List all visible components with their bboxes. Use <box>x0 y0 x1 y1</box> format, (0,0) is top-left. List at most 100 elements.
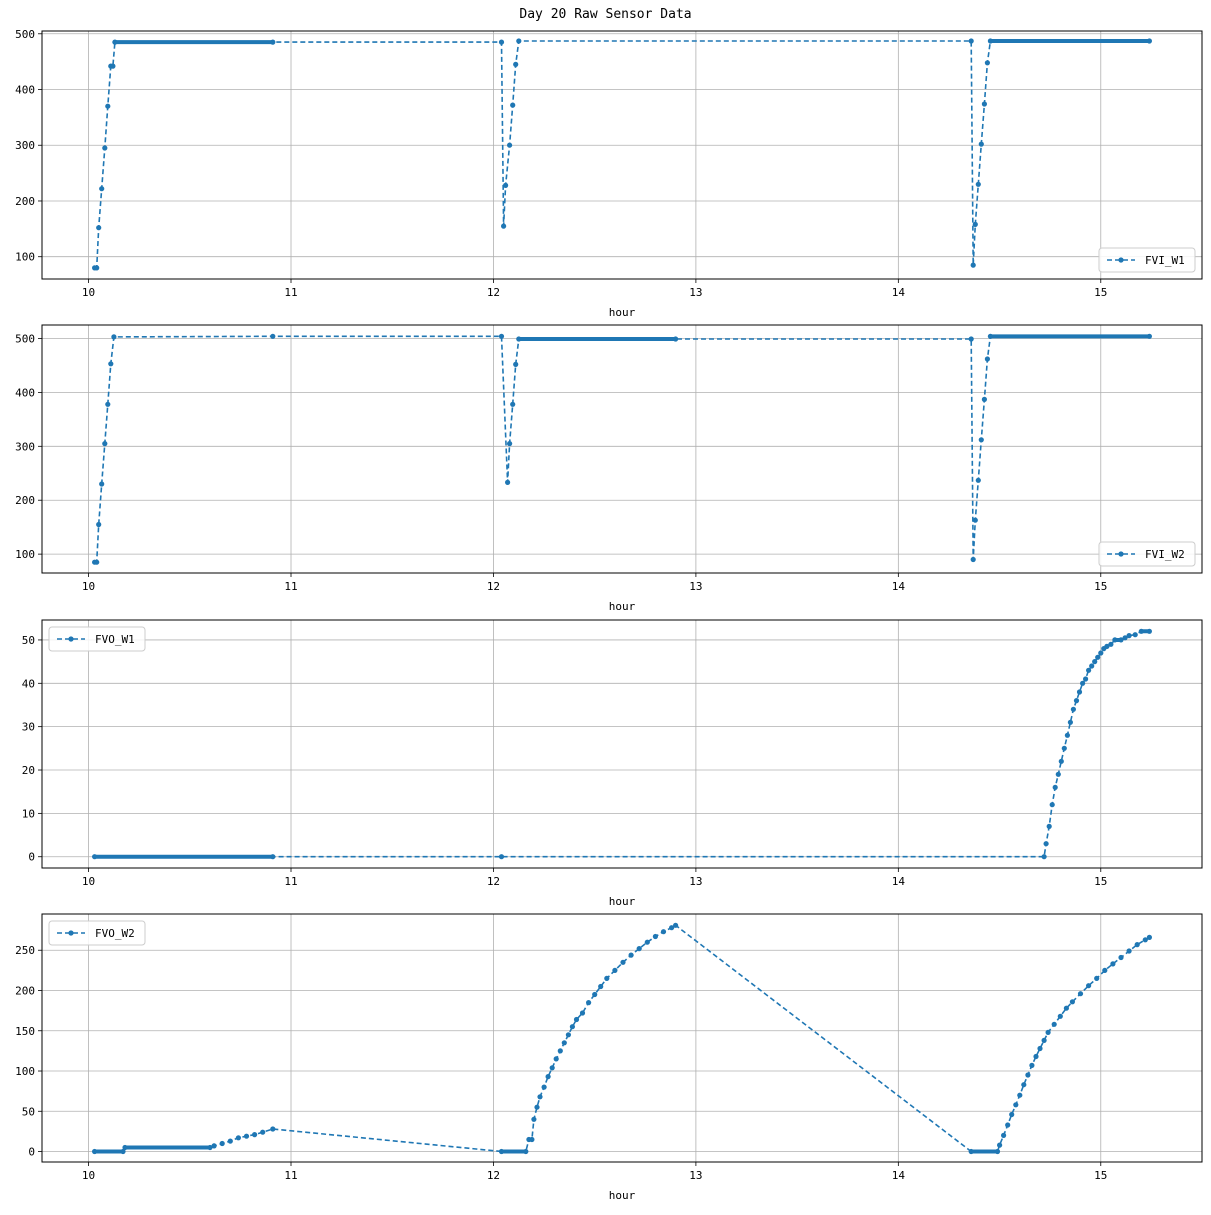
y-tick-label: 10 <box>22 807 35 820</box>
data-point <box>1013 1102 1019 1108</box>
data-point <box>211 1143 217 1149</box>
x-tick-label: 11 <box>284 580 297 593</box>
y-tick-label: 0 <box>28 851 35 864</box>
data-point <box>1046 823 1052 830</box>
x-tick-label: 14 <box>892 580 906 593</box>
legend: FVI_W1 <box>1098 247 1196 273</box>
data-point <box>270 1126 276 1132</box>
data-point <box>984 356 991 362</box>
data-point <box>1021 1082 1027 1088</box>
x-tick-label: 12 <box>487 580 500 593</box>
x-tick-label: 15 <box>1094 875 1107 888</box>
series-line-FVI_W2 <box>94 335 1150 564</box>
data-point <box>1070 706 1076 712</box>
data-point <box>513 61 519 67</box>
data-point <box>1086 983 1092 989</box>
legend-marker-swatch <box>68 930 74 936</box>
data-point <box>981 101 988 107</box>
data-point <box>1029 1062 1035 1068</box>
data-point <box>1005 1122 1011 1128</box>
x-tick-label: 10 <box>82 875 95 888</box>
x-tick-label: 14 <box>892 286 906 299</box>
axes-frame <box>41 619 1203 869</box>
y-tick-label: 500 <box>15 332 35 345</box>
data-point <box>503 182 509 188</box>
data-point <box>505 479 511 485</box>
legend-label: FVO_W1 <box>95 633 135 646</box>
data-point <box>99 186 105 192</box>
legend-label: FVO_W2 <box>95 927 135 940</box>
data-point <box>660 929 667 935</box>
data-point <box>1102 967 1108 974</box>
data-point <box>219 1140 225 1147</box>
x-tick-label: 14 <box>892 1169 906 1182</box>
data-point <box>1142 937 1148 943</box>
data-point <box>1051 1021 1057 1027</box>
x-axis-label: hour <box>609 600 636 613</box>
data-point <box>1118 954 1124 961</box>
data-point <box>984 60 991 66</box>
data-point <box>1069 999 1075 1005</box>
data-point <box>227 1138 233 1144</box>
y-tick-label: 400 <box>15 84 35 97</box>
y-tick-label: 500 <box>15 28 35 41</box>
data-point <box>561 1040 567 1046</box>
y-tick-label: 0 <box>28 1146 35 1159</box>
y-tick-label: 300 <box>15 440 35 453</box>
data-point <box>975 477 981 483</box>
data-point <box>1067 719 1073 725</box>
x-tick-label: 13 <box>689 875 702 888</box>
data-point <box>553 1056 559 1062</box>
legend-marker-swatch <box>1118 257 1124 263</box>
subplot-1: 10 11 12 13 14 15 100 200 300 400 500 hour FVI_W1 <box>15 28 1203 319</box>
data-point <box>252 1132 258 1138</box>
x-tick-label: 13 <box>689 580 702 593</box>
data-point <box>1045 1029 1051 1035</box>
data-point <box>1092 659 1098 665</box>
legend-label: FVI_W1 <box>1145 254 1185 267</box>
x-tick-label: 14 <box>892 875 906 888</box>
data-point <box>1033 1053 1039 1060</box>
data-point <box>270 333 276 339</box>
y-tick-label: 20 <box>22 764 35 777</box>
x-tick-label: 11 <box>284 286 297 299</box>
data-point <box>1083 676 1089 682</box>
axes-frame <box>41 913 1203 1163</box>
data-point <box>1043 841 1049 847</box>
data-point <box>978 437 984 443</box>
axes-frame <box>41 30 1203 280</box>
data-point <box>243 1133 250 1139</box>
data-point <box>1055 771 1061 777</box>
data-point <box>510 102 516 108</box>
x-axis-label: hour <box>609 306 636 319</box>
data-point <box>1061 745 1067 751</box>
data-point <box>549 1065 555 1071</box>
legend-marker-swatch <box>1118 551 1124 557</box>
x-tick-label: 12 <box>487 875 500 888</box>
data-point <box>586 1000 592 1006</box>
data-point <box>260 1129 266 1135</box>
x-tick-label: 12 <box>487 286 500 299</box>
data-point <box>1094 975 1100 982</box>
data-point <box>96 521 102 528</box>
data-point <box>531 1116 537 1122</box>
data-point <box>1122 635 1128 641</box>
data-point <box>1077 991 1084 997</box>
data-point <box>498 39 505 45</box>
data-point <box>534 1104 540 1110</box>
data-point <box>1057 1013 1063 1019</box>
axes-frame <box>41 324 1203 574</box>
data-point <box>111 334 117 340</box>
y-tick-label: 100 <box>15 1065 35 1078</box>
legend-box <box>1098 247 1196 273</box>
data-point <box>652 933 659 940</box>
subplot-3: 10 11 12 13 14 15 0 10 20 30 40 50 hour FVO_W1 <box>22 619 1203 908</box>
x-tick-label: 10 <box>82 286 95 299</box>
x-tick-label: 11 <box>284 1169 297 1182</box>
series-markers-FVO_W2 <box>92 922 1152 1155</box>
y-tick-label: 30 <box>22 721 35 734</box>
data-point <box>108 361 114 367</box>
data-point <box>1052 784 1058 791</box>
y-tick-label: 250 <box>15 944 35 957</box>
